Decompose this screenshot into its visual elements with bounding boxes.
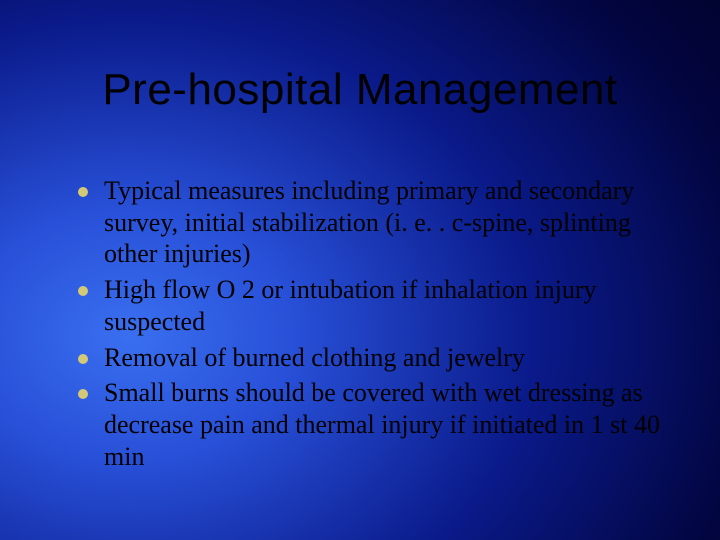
list-item: Removal of burned clothing and jewelry [78,342,665,374]
bullet-text: Small burns should be covered with wet d… [104,377,665,472]
slide-title: Pre-hospital Management [0,65,720,115]
bullet-icon [78,286,88,296]
bullet-icon [78,354,88,364]
list-item: High flow O 2 or intubation if inhalatio… [78,274,665,337]
bullet-icon [78,389,88,399]
slide-content: Typical measures including primary and s… [78,175,665,476]
list-item: Typical measures including primary and s… [78,175,665,270]
bullet-text: Removal of burned clothing and jewelry [104,342,525,374]
bullet-text: Typical measures including primary and s… [104,175,665,270]
list-item: Small burns should be covered with wet d… [78,377,665,472]
bullet-text: High flow O 2 or intubation if inhalatio… [104,274,665,337]
bullet-icon [78,187,88,197]
slide: Pre-hospital Management Typical measures… [0,0,720,540]
